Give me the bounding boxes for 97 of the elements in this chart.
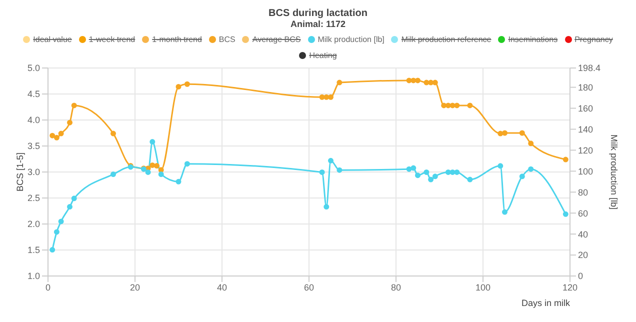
point <box>454 102 460 108</box>
x-tick-label: 60 <box>304 282 314 292</box>
y2-tick-label: 40 <box>578 229 588 240</box>
point <box>158 167 164 173</box>
y2-axis-title: Milk production [lb] <box>608 134 619 210</box>
legend-label: Heating <box>308 51 337 60</box>
y-tick-label: 3.5 <box>27 141 40 152</box>
point <box>519 130 525 136</box>
point <box>154 163 160 169</box>
point <box>424 80 430 86</box>
point <box>50 247 56 253</box>
x-tick-label: 100 <box>475 282 491 292</box>
y2-tick-label: 60 <box>578 208 588 218</box>
y-tick-label: 4.5 <box>27 89 40 100</box>
point <box>319 94 325 100</box>
point <box>428 176 434 182</box>
point <box>67 120 72 126</box>
legend-label: Milk production reference <box>400 35 492 44</box>
y-tick-label: 1.5 <box>27 245 40 256</box>
point <box>450 102 456 108</box>
legend-label: Average BCS <box>251 35 301 44</box>
point <box>184 161 190 167</box>
y2-tick-label: 100 <box>578 166 594 176</box>
legend-label: Pregnancy <box>574 35 613 44</box>
point <box>50 132 56 138</box>
y2-tick-label: 80 <box>578 187 588 198</box>
point <box>415 172 420 178</box>
point <box>110 130 116 136</box>
point <box>71 196 77 202</box>
legend-label: Ideal value <box>32 35 72 44</box>
y-tick-label: 2.5 <box>27 193 40 204</box>
x-tick-label: 120 <box>562 282 578 292</box>
point <box>562 211 568 217</box>
y2-tick-label: 160 <box>578 103 594 114</box>
point <box>58 130 64 136</box>
x-tick-label: 80 <box>390 282 402 292</box>
point <box>562 156 568 162</box>
point <box>176 84 182 90</box>
point <box>406 78 412 84</box>
point <box>110 172 116 178</box>
point <box>145 169 151 175</box>
point <box>498 130 504 136</box>
point <box>150 162 156 168</box>
chart-subtitle: Animal: 1172 <box>289 19 347 29</box>
point <box>150 139 156 145</box>
point <box>71 102 77 108</box>
y2-tick-label: 180 <box>578 82 594 92</box>
y2-tick-label: 198.4 <box>578 63 601 74</box>
point <box>336 80 342 86</box>
x-tick-label: 40 <box>216 282 228 292</box>
y-tick-label: 3.0 <box>27 167 40 178</box>
point <box>502 130 508 136</box>
point <box>450 169 456 175</box>
point <box>498 163 504 169</box>
point <box>432 174 438 180</box>
point <box>328 158 334 164</box>
legend-label: 1-week trend <box>88 35 136 44</box>
point <box>328 94 334 100</box>
point <box>54 229 60 235</box>
y-tick-label: 1.0 <box>27 271 40 282</box>
x-tick-label: 0 <box>45 282 51 292</box>
legend-label: Milk production [lb] <box>316 35 384 44</box>
point <box>445 169 451 175</box>
point <box>467 176 473 182</box>
x-axis-title: Days in milk <box>521 298 570 308</box>
point <box>467 102 473 108</box>
point <box>324 204 330 210</box>
y2-tick-label: 20 <box>578 250 588 260</box>
y-tick-label: 5.0 <box>27 63 40 74</box>
point <box>454 169 460 175</box>
point <box>424 169 430 175</box>
legend-label: BCS <box>218 35 236 44</box>
point <box>519 174 525 180</box>
legend-label: Inseminations <box>507 35 558 44</box>
point <box>176 178 182 184</box>
chart-title: BCS during lactation <box>268 8 368 19</box>
point <box>336 167 342 173</box>
point <box>54 134 60 140</box>
point <box>158 172 164 178</box>
point <box>67 204 72 210</box>
legend-label: 1-month trend <box>151 35 202 44</box>
y2-tick-label: 120 <box>578 145 594 156</box>
point <box>58 218 64 224</box>
y2-tick-label: 0 <box>578 271 584 282</box>
y-axis-title: BCS [1-5] <box>15 152 26 192</box>
point <box>406 166 412 172</box>
point <box>502 209 508 215</box>
point <box>528 166 534 172</box>
point <box>410 165 416 171</box>
point <box>528 140 534 146</box>
x-tick-label: 20 <box>130 282 140 292</box>
y-tick-label: 2.0 <box>27 219 40 230</box>
y2-tick-label: 140 <box>578 124 594 134</box>
point <box>184 81 190 87</box>
point <box>415 78 420 84</box>
y-tick-label: 4.0 <box>27 115 40 126</box>
point <box>319 169 325 175</box>
